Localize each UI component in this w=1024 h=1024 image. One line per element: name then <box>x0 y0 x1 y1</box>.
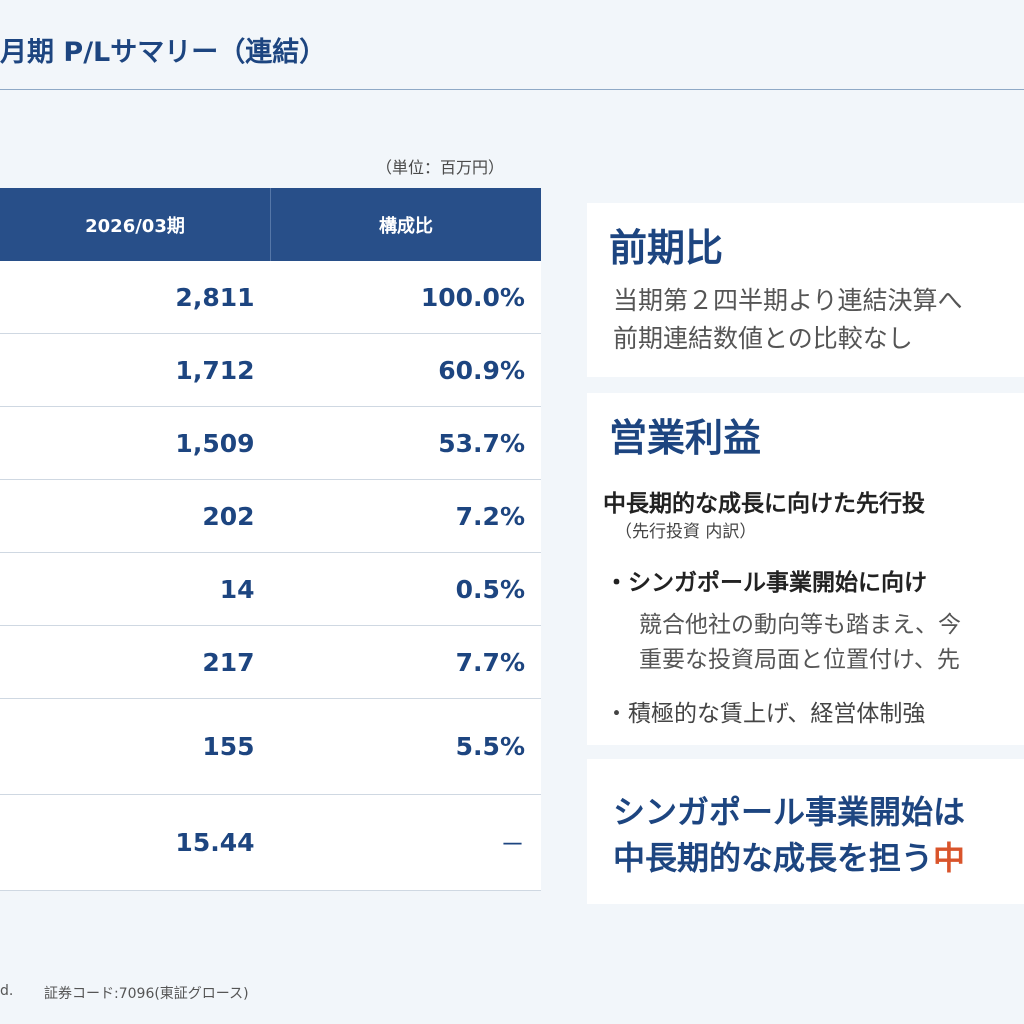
value-cell: 2,811 <box>0 261 271 334</box>
message-line: シンガポール事業開始は <box>613 793 966 831</box>
bullet-detail: 競合他社の動向等も踏まえ、今 <box>639 612 961 638</box>
card-key-message: シンガポール事業開始は 中長期的な成長を担う中 <box>587 759 1024 904</box>
column-header-period: 2026/03期 <box>0 188 271 261</box>
page-title: 月期 P/Lサマリー（連結） <box>0 37 327 68</box>
value-cell: 14 <box>0 552 271 626</box>
footer-copyright: d. <box>0 983 14 999</box>
message-line: 中長期的な成長を担う中 <box>613 833 965 879</box>
card-text: 当期第２四半期より連結決算へ <box>613 286 963 315</box>
card-operating-profit: 営業利益 中長期的な成長に向けた先行投 （先行投資 内訳） ・シンガポール事業開… <box>587 393 1024 745</box>
ratio-cell: － <box>270 794 541 891</box>
card-heading: 前期比 <box>609 226 724 270</box>
bullet-detail: 重要な投資局面と位置付け、先 <box>639 647 960 673</box>
message-accent-text: 中 <box>933 839 966 877</box>
sub-label: （先行投資 内訳） <box>615 522 757 542</box>
ratio-cell: 7.7% <box>270 625 541 699</box>
table-row: 155 5.5% <box>0 698 541 795</box>
table-row: 1,509 53.7% <box>0 406 541 480</box>
message-text: 中長期的な成長を担う <box>613 839 934 877</box>
card-heading: 営業利益 <box>609 416 762 460</box>
unit-note: （単位：百万円） <box>376 158 505 177</box>
value-cell: 155 <box>0 698 271 795</box>
table-row: 1,712 60.9% <box>0 333 541 407</box>
ratio-cell: 53.7% <box>270 406 541 480</box>
bullet-item: ・シンガポール事業開始に向け <box>605 570 927 596</box>
value-cell: 1,509 <box>0 406 271 480</box>
title-divider <box>0 89 1024 90</box>
footer: d. 証券コード:7096(東証グロース) <box>0 983 249 1002</box>
footer-securities-code: 証券コード:7096(東証グロース) <box>44 986 249 1002</box>
card-text: 前期連結数値との比較なし <box>613 324 913 353</box>
table-row: 14 0.5% <box>0 552 541 626</box>
ratio-cell: 5.5% <box>270 698 541 795</box>
pl-table: 2026/03期 構成比 2,811 100.0% 1,712 60.9% 1,… <box>0 188 541 891</box>
ratio-cell: 7.2% <box>270 479 541 553</box>
ratio-cell: 100.0% <box>270 261 541 334</box>
table-header-row: 2026/03期 構成比 <box>0 188 541 261</box>
value-cell: 202 <box>0 479 271 553</box>
bullet-item: ・積極的な賃上げ、経営体制強 <box>605 701 926 727</box>
table-row: 202 7.2% <box>0 479 541 553</box>
lead-text: 中長期的な成長に向けた先行投 <box>603 491 925 517</box>
column-header-ratio: 構成比 <box>270 188 541 261</box>
ratio-cell: 0.5% <box>270 552 541 626</box>
ratio-cell: 60.9% <box>270 333 541 407</box>
table-row: 15.44 － <box>0 794 541 891</box>
card-yoy-comparison: 前期比 当期第２四半期より連結決算へ 前期連結数値との比較なし <box>587 203 1024 377</box>
value-cell: 217 <box>0 625 271 699</box>
value-cell: 1,712 <box>0 333 271 407</box>
value-cell: 15.44 <box>0 794 271 891</box>
table-row: 2,811 100.0% <box>0 261 541 334</box>
table-row: 217 7.7% <box>0 625 541 699</box>
